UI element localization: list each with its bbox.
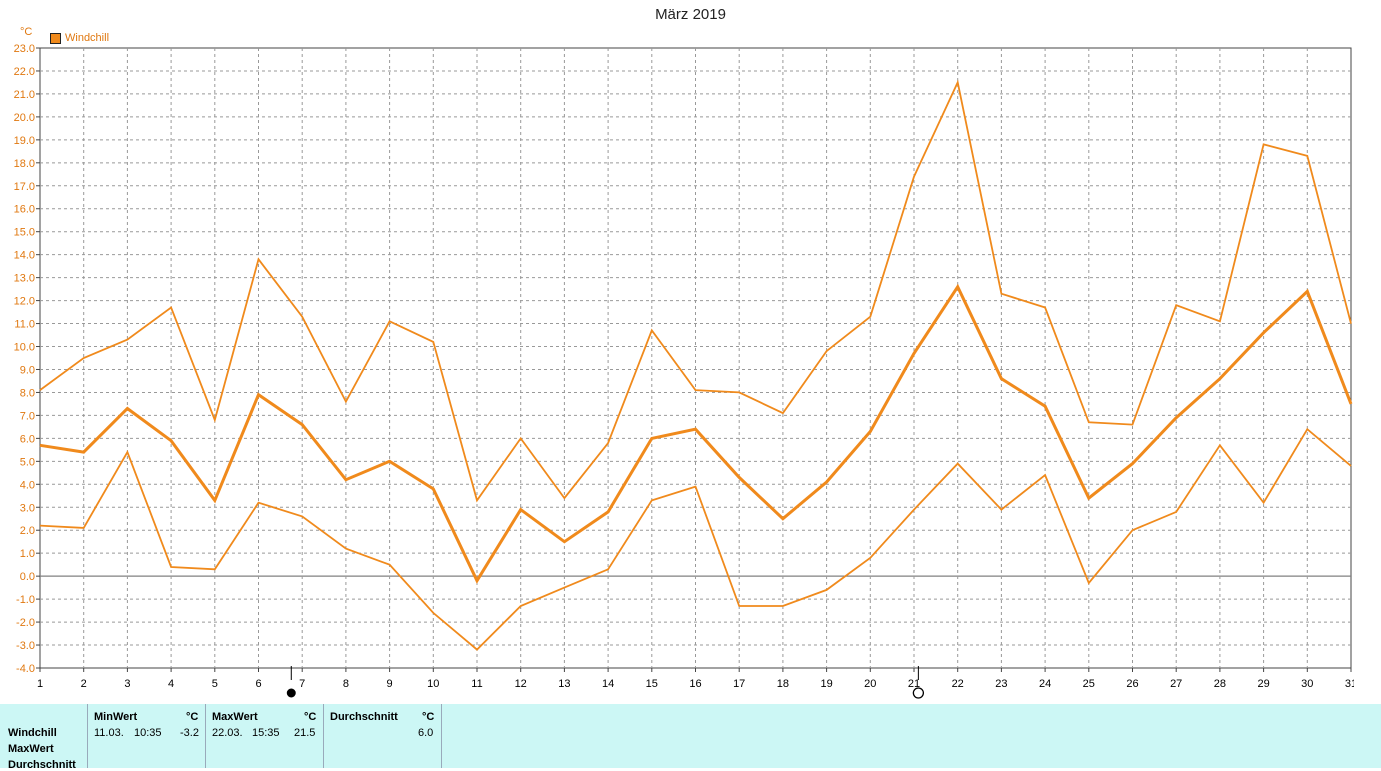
y-tick-label: 18.0: [14, 158, 35, 170]
y-tick-label: 20.0: [14, 112, 35, 124]
y-tick-label: 2.0: [20, 525, 35, 537]
min-time: 10:35: [134, 727, 162, 739]
min-date: 11.03.: [94, 727, 124, 739]
x-tick-label: 15: [646, 678, 658, 690]
y-tick-label: -1.0: [16, 594, 35, 606]
y-tick-label: 22.0: [14, 66, 35, 78]
series-line-durchschnitt: [39, 283, 1353, 584]
avg-value: 6.0: [418, 727, 434, 739]
x-tick-label: 30: [1301, 678, 1313, 690]
y-tick-label: 15.0: [14, 227, 35, 239]
x-tick-label: 13: [558, 678, 570, 690]
x-tick-label: 11: [471, 678, 482, 690]
legend: Windchill: [50, 32, 109, 44]
y-tick-label: 8.0: [20, 387, 35, 399]
x-tick-label: 10: [427, 678, 439, 690]
x-tick-label: 18: [777, 678, 789, 690]
y-unit-label: °C: [20, 26, 33, 38]
y-tick-label: 12.0: [14, 296, 35, 308]
legend-label: Windchill: [65, 32, 110, 44]
y-tick-label: 7.0: [20, 410, 35, 422]
y-tick-label: 3.0: [20, 502, 35, 514]
x-tick-label: 8: [343, 678, 349, 690]
series-line-minwert: [39, 427, 1352, 651]
y-tick-label: 23.0: [14, 43, 35, 55]
y-tick-label: 13.0: [14, 273, 35, 285]
x-tick-label: 1: [37, 678, 43, 690]
grid: [40, 48, 1351, 668]
x-tick-label: 21: [908, 678, 920, 690]
table-divider: [205, 704, 206, 768]
max-unit: °C: [304, 711, 317, 723]
y-tick-label: 10.0: [14, 342, 35, 354]
y-tick-label: 14.0: [14, 250, 35, 262]
x-tick-label: 2: [81, 678, 87, 690]
x-tick-label: 14: [602, 678, 614, 690]
x-tick-label: 6: [255, 678, 261, 690]
y-tick-label: 6.0: [20, 433, 35, 445]
moon-markers: [286, 666, 925, 699]
max-value: 21.5: [294, 727, 316, 739]
x-tick-label: 24: [1039, 678, 1051, 690]
avg-unit: °C: [422, 711, 435, 723]
y-tick-label: 19.0: [14, 135, 35, 147]
max-time: 15:35: [252, 727, 280, 739]
x-tick-label: 5: [212, 678, 218, 690]
x-tick-label: 29: [1257, 678, 1269, 690]
right-margin: [1354, 0, 1381, 704]
y-tick-label: -3.0: [16, 640, 35, 652]
y-tick-label: 21.0: [14, 89, 35, 101]
x-axis: 1 2 3 4 5 6 7 8 9 10 11 12 13 14 15 16 17 18 19 20 21 22 23 24 2…: [37, 668, 1357, 690]
full-moon-icon: [912, 687, 925, 699]
y-tick-label: 4.0: [20, 479, 35, 491]
x-tick-label: 23: [995, 678, 1007, 690]
x-tick-label: 27: [1170, 678, 1182, 690]
x-tick-label: 12: [515, 678, 527, 690]
y-tick-label: -2.0: [16, 617, 35, 629]
x-tick-label: 9: [387, 678, 393, 690]
min-unit: °C: [186, 711, 199, 723]
y-tick-label: 5.0: [20, 456, 35, 468]
row-label-maxwert: MaxWert: [8, 743, 54, 755]
y-tick-label: 11.0: [14, 319, 35, 331]
x-tick-label: 17: [733, 678, 745, 690]
summary-table: Windchill MaxWert Durchschnitt MinWert °…: [0, 704, 1381, 771]
x-tick-label: 28: [1214, 678, 1226, 690]
x-tick-label: 20: [864, 678, 876, 690]
max-date: 22.03.: [212, 727, 243, 739]
y-tick-label: 0.0: [20, 571, 35, 583]
row-label-durchschnitt: Durchschnitt: [8, 759, 76, 771]
y-tick-label: 17.0: [14, 181, 35, 193]
x-tick-label: 26: [1126, 678, 1138, 690]
x-tick-label: 4: [168, 678, 174, 690]
x-tick-label: 3: [124, 678, 130, 690]
y-tick-label: -4.0: [16, 663, 35, 675]
table-divider: [87, 704, 88, 768]
max-header: MaxWert: [212, 711, 258, 723]
table-divider: [323, 704, 324, 768]
table-divider: [441, 704, 442, 768]
y-tick-label: 1.0: [20, 548, 35, 560]
x-tick-label: 25: [1083, 678, 1095, 690]
legend-swatch: [50, 32, 61, 44]
chart-title: März 2019: [655, 6, 726, 23]
x-tick-label: 22: [952, 678, 964, 690]
min-value: -3.2: [180, 727, 199, 739]
x-tick-label: 16: [689, 678, 701, 690]
new-moon-icon: [286, 688, 296, 698]
series-line-maxwert: [39, 79, 1352, 503]
min-header: MinWert: [94, 711, 138, 723]
avg-header: Durchschnitt: [330, 711, 398, 723]
row-label-windchill: Windchill: [8, 727, 57, 739]
x-tick-label: 19: [820, 678, 832, 690]
y-axis: 23.0 22.0 21.0 20.0 19.0 18.0 17.0 16.0 15.0 14.0…: [14, 43, 40, 675]
y-tick-label: 9.0: [20, 364, 35, 376]
series-lines: [39, 79, 1353, 651]
windchill-chart: 23.022.021.020.019.018.017.016.015.014.0…: [14, 43, 1357, 699]
x-tick-label: 7: [299, 678, 305, 690]
y-tick-label: 16.0: [14, 204, 35, 216]
